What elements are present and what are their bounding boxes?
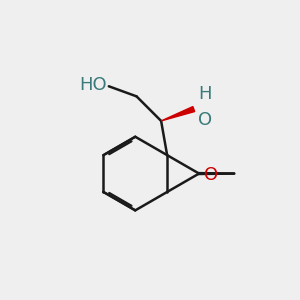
Text: H: H — [198, 85, 212, 103]
Text: O: O — [204, 167, 218, 184]
Text: HO: HO — [80, 76, 107, 94]
Polygon shape — [161, 106, 195, 121]
Text: O: O — [198, 110, 212, 128]
